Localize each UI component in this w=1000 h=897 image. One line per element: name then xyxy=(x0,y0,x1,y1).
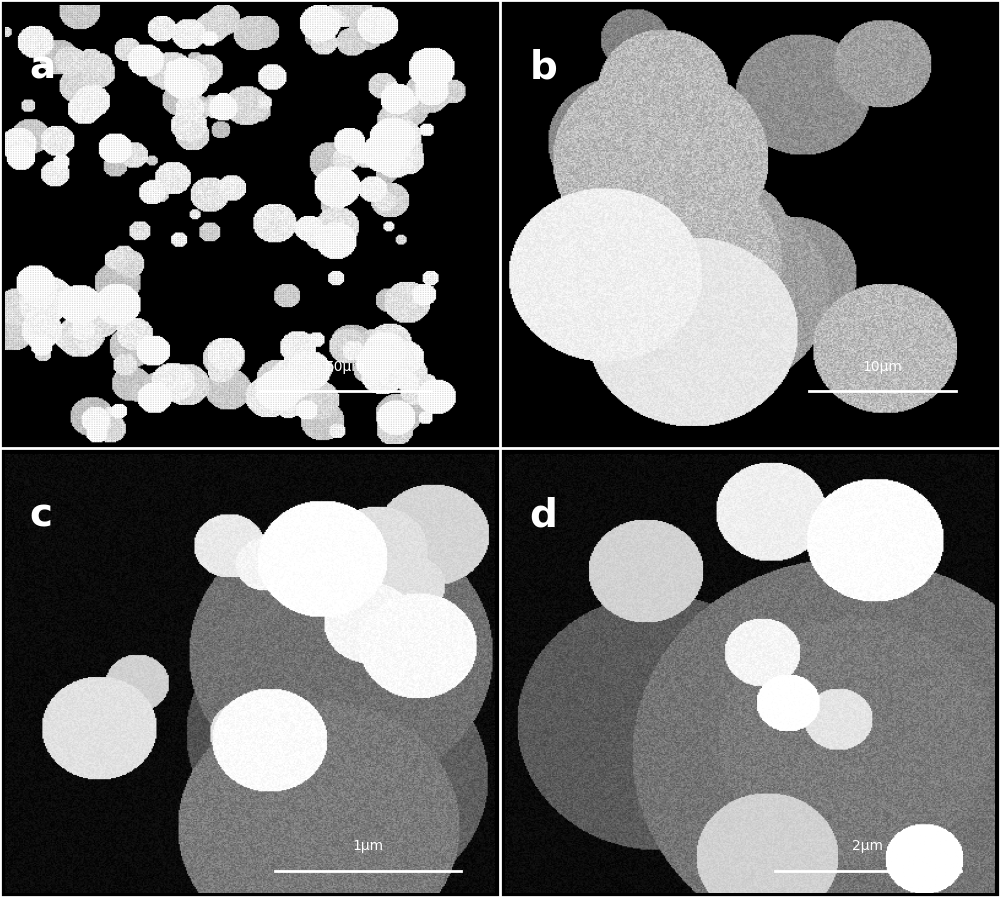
Text: 10μm: 10μm xyxy=(862,360,902,374)
Text: b: b xyxy=(530,48,557,86)
Text: c: c xyxy=(30,497,52,535)
Text: 50μm: 50μm xyxy=(326,360,365,374)
Text: d: d xyxy=(530,497,557,535)
Text: 2μm: 2μm xyxy=(852,839,883,853)
Text: a: a xyxy=(30,48,56,86)
Text: 1μm: 1μm xyxy=(352,839,383,853)
